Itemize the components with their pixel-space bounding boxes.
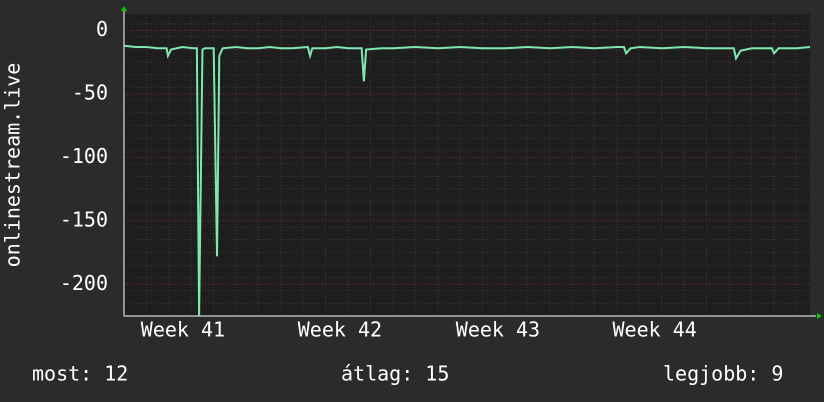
x-tick-label: Week 44: [612, 318, 696, 342]
axis-arrow: [121, 6, 127, 11]
y-tick-label: -200: [60, 271, 108, 295]
footer-stat: most: 12: [32, 362, 128, 386]
y-tick-label: -150: [60, 207, 108, 231]
axis-arrow: [817, 313, 822, 319]
plot-area: [124, 14, 810, 316]
x-tick-label: Week 42: [298, 318, 382, 342]
y-axis-label: onlinestream.live: [1, 63, 25, 268]
footer-stat: legjobb: 9: [663, 362, 783, 386]
y-tick-label: -50: [72, 80, 108, 104]
x-tick-label: Week 41: [141, 318, 225, 342]
y-tick-label: 0: [96, 17, 108, 41]
footer-stat: átlag: 15: [341, 362, 449, 386]
x-tick-label: Week 43: [456, 318, 540, 342]
y-tick-label: -100: [60, 144, 108, 168]
series-line: [123, 44, 811, 317]
